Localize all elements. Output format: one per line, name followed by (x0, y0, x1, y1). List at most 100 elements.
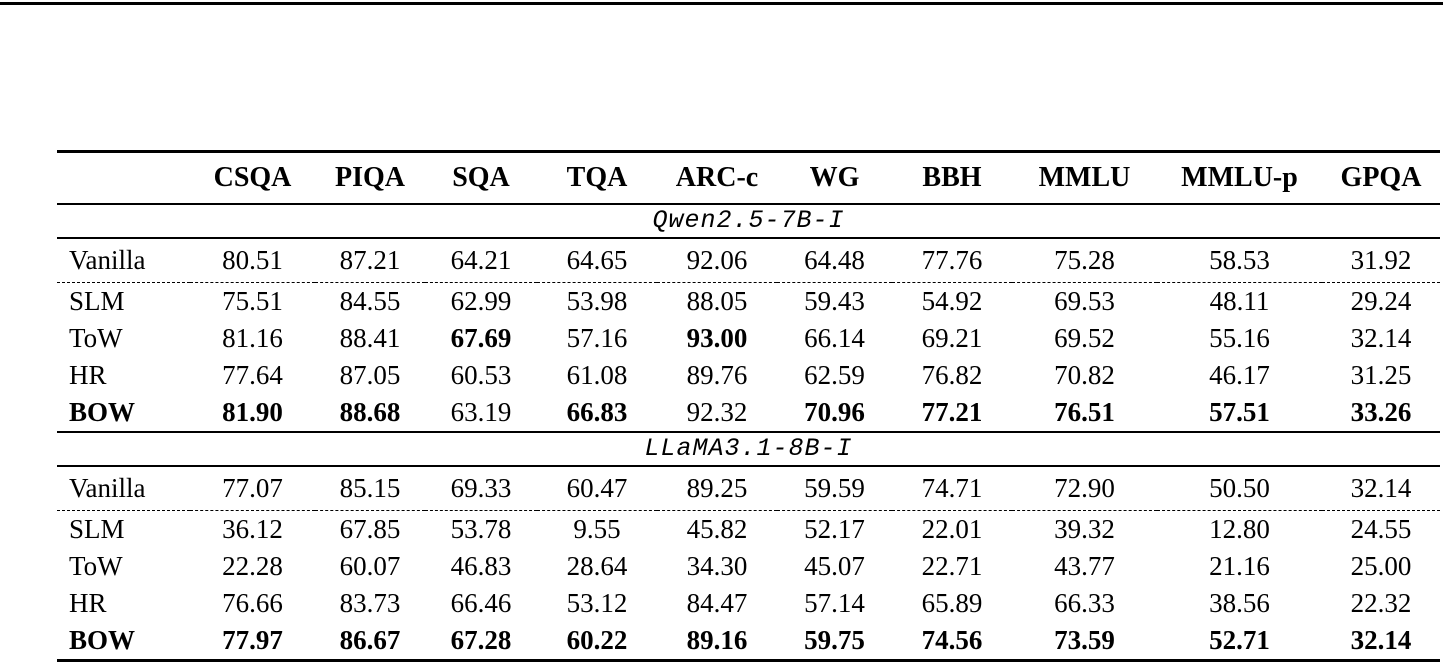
metric-value: 89.16 (686, 625, 748, 655)
column-header: WG (777, 151, 892, 205)
table-row: SLM 75.51 84.55 62.99 53.98 88.05 59.43 54.92 69… (57, 283, 1440, 321)
metric-value: 22.28 (222, 551, 283, 581)
results-table: CSQA PIQA SQA TQA ARC-c WG BBH MMLU MMLU-p GPQA Q… (57, 150, 1440, 662)
table-body: Qwen2.5-7B-I Vanilla 80.51 87.21 64.21 64.65 9… (57, 204, 1440, 661)
metric-value: 75.28 (1012, 238, 1157, 283)
metric-value: 64.65 (537, 238, 657, 283)
metric-value: 67.69 (450, 323, 512, 353)
metric-value: 66.83 (537, 394, 657, 433)
metric-value: 38.56 (1209, 588, 1270, 618)
metric-value: 88.41 (339, 323, 401, 353)
metric-value: 81.16 (222, 323, 283, 353)
metric-value: 53.98 (566, 286, 628, 316)
metric-value: 77.97 (222, 625, 283, 655)
metric-value: 54.92 (921, 286, 983, 316)
metric-value: 89.25 (657, 466, 777, 511)
table-row: BOW 77.97 86.67 67.28 60.22 89.16 59.75 74.56 73… (57, 622, 1440, 661)
metric-value: 52.71 (1209, 625, 1270, 655)
metric-value: 65.89 (921, 588, 983, 618)
metric-value: 25.00 (1350, 551, 1412, 581)
metric-value: 92.06 (657, 238, 777, 283)
metric-value: 93.00 (686, 323, 748, 353)
metric-value: 50.50 (1157, 466, 1322, 511)
metric-value: 58.53 (1157, 238, 1322, 283)
column-header: SQA (425, 151, 537, 205)
metric-value: 45.07 (804, 551, 865, 581)
metric-value: 73.59 (1054, 625, 1115, 655)
row-label: ToW (69, 551, 123, 581)
metric-value: 67.85 (339, 514, 401, 544)
metric-value: 62.99 (450, 286, 512, 316)
metric-value: 43.77 (1054, 551, 1115, 581)
metric-value: 69.21 (921, 323, 983, 353)
model-section-row: Qwen2.5-7B-I (57, 204, 1440, 239)
row-label: Vanilla (57, 466, 190, 511)
metric-value: 55.16 (1209, 323, 1270, 353)
metric-value: 72.90 (1012, 466, 1157, 511)
metric-value: 67.28 (450, 625, 512, 655)
metric-value: 69.52 (1054, 323, 1115, 353)
row-label: BOW (69, 625, 136, 655)
metric-value: 88.68 (315, 394, 425, 433)
metric-value: 66.14 (804, 323, 865, 353)
metric-value: 80.51 (190, 238, 315, 283)
metric-value: 81.90 (190, 394, 315, 433)
metric-value: 70.82 (1054, 360, 1115, 390)
row-label: SLM (69, 286, 125, 316)
metric-value: 45.82 (686, 514, 748, 544)
metric-value: 39.32 (1054, 514, 1115, 544)
metric-value: 31.92 (1322, 238, 1440, 283)
metric-value: 32.14 (1350, 323, 1412, 353)
page-top-rule (0, 2, 1443, 5)
metric-value: 32.14 (1322, 466, 1440, 511)
metric-value: 75.51 (222, 286, 283, 316)
metric-value: 84.55 (339, 286, 401, 316)
metric-value: 86.67 (339, 625, 401, 655)
metric-value: 21.16 (1209, 551, 1270, 581)
column-header: GPQA (1322, 151, 1440, 205)
metric-value: 64.21 (425, 238, 537, 283)
table-row: HR 77.64 87.05 60.53 61.08 89.76 62.59 76.82 70.… (57, 357, 1440, 394)
column-header: MMLU-p (1157, 151, 1322, 205)
metric-value: 22.32 (1350, 588, 1412, 618)
metric-value: 89.76 (686, 360, 748, 390)
row-label: SLM (69, 514, 125, 544)
metric-value: 34.30 (686, 551, 748, 581)
corner-cell (57, 151, 190, 205)
metric-value: 87.21 (315, 238, 425, 283)
column-header: PIQA (315, 151, 425, 205)
table-row: SLM 36.12 67.85 53.78 9.55 45.82 52.17 22.01 39.… (57, 511, 1440, 549)
metric-value: 59.75 (804, 625, 865, 655)
table-row: HR 76.66 83.73 66.46 53.12 84.47 57.14 65.89 66.… (57, 585, 1440, 622)
metric-value: 64.48 (777, 238, 892, 283)
metric-value: 59.59 (777, 466, 892, 511)
row-label: HR (69, 360, 107, 390)
metric-value: 36.12 (222, 514, 283, 544)
metric-value: 77.76 (892, 238, 1012, 283)
metric-value: 48.11 (1209, 286, 1270, 316)
metric-value: 66.33 (1054, 588, 1115, 618)
metric-value: 76.51 (1012, 394, 1157, 433)
table-row: Vanilla 77.07 85.15 69.33 60.47 89.25 59.59 74.… (57, 466, 1440, 511)
metric-value: 77.07 (190, 466, 315, 511)
metric-value: 60.22 (566, 625, 628, 655)
metric-value: 76.66 (222, 588, 283, 618)
metric-value: 76.82 (921, 360, 983, 390)
metric-value: 74.71 (892, 466, 1012, 511)
metric-value: 85.15 (315, 466, 425, 511)
metric-value: 63.19 (425, 394, 537, 433)
metric-value: 57.51 (1157, 394, 1322, 433)
metric-value: 74.56 (921, 625, 983, 655)
row-label: HR (69, 588, 107, 618)
metric-value: 22.01 (921, 514, 983, 544)
metric-value: 88.05 (686, 286, 748, 316)
metric-value: 70.96 (777, 394, 892, 433)
column-header: BBH (892, 151, 1012, 205)
metric-value: 52.17 (804, 514, 865, 544)
metric-value: 53.12 (566, 588, 628, 618)
metric-value: 83.73 (339, 588, 401, 618)
model-section-title: Qwen2.5-7B-I (57, 204, 1440, 239)
metric-value: 46.17 (1209, 360, 1270, 390)
table-row: Vanilla 80.51 87.21 64.21 64.65 92.06 64.48 77.… (57, 238, 1440, 283)
